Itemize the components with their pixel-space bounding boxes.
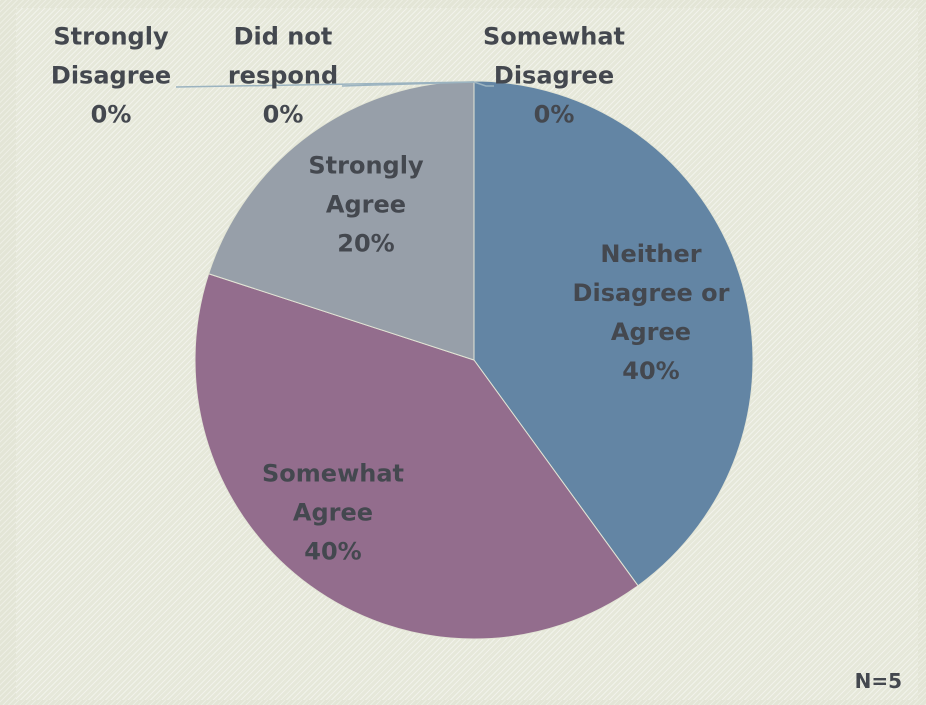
slice-label-line: Strongly <box>308 151 424 180</box>
slice-percent: 20% <box>337 229 395 258</box>
slice-label-line: Disagree or <box>572 279 730 307</box>
slice-label-line: respond <box>227 61 339 90</box>
slice-label-line: Agree <box>292 498 374 527</box>
slice-label-line: Somewhat <box>262 459 404 488</box>
slice-label: Strongly Disagree 0% <box>51 18 171 135</box>
slice-percent: 40% <box>304 537 362 566</box>
sample-size-label: N=5 <box>854 669 902 693</box>
slice-percent: 40% <box>622 357 680 385</box>
slice-percent: 0% <box>533 100 575 129</box>
slice-label-line: Strongly <box>53 22 169 51</box>
slice-label-line: Agree <box>610 318 692 346</box>
slice-label-line: Somewhat <box>483 22 625 51</box>
slice-label: Neither Disagree or Agree 40% <box>573 235 730 391</box>
slice-label-line: Did not <box>233 22 333 51</box>
slice-percent: 0% <box>262 100 304 129</box>
slice-label-line: Neither <box>600 240 702 268</box>
pie-slices <box>194 80 754 640</box>
slice-label: Did not respond 0% <box>228 18 338 135</box>
slice-label: Somewhat Agree 40% <box>262 455 404 572</box>
pie-slice-neither-disagree-or-agree <box>473 80 754 587</box>
slice-label-line: Agree <box>325 190 407 219</box>
pie-slice-somewhat-agree <box>194 273 639 640</box>
slice-label-line: Disagree <box>493 61 615 90</box>
slice-label-line: Disagree <box>50 61 172 90</box>
slice-percent: 0% <box>90 100 132 129</box>
leader-line <box>473 81 494 87</box>
leader-lines <box>175 81 494 88</box>
slice-label: Somewhat Disagree 0% <box>483 18 625 135</box>
slice-label: Strongly Agree 20% <box>308 147 423 264</box>
leader-line <box>341 81 475 87</box>
